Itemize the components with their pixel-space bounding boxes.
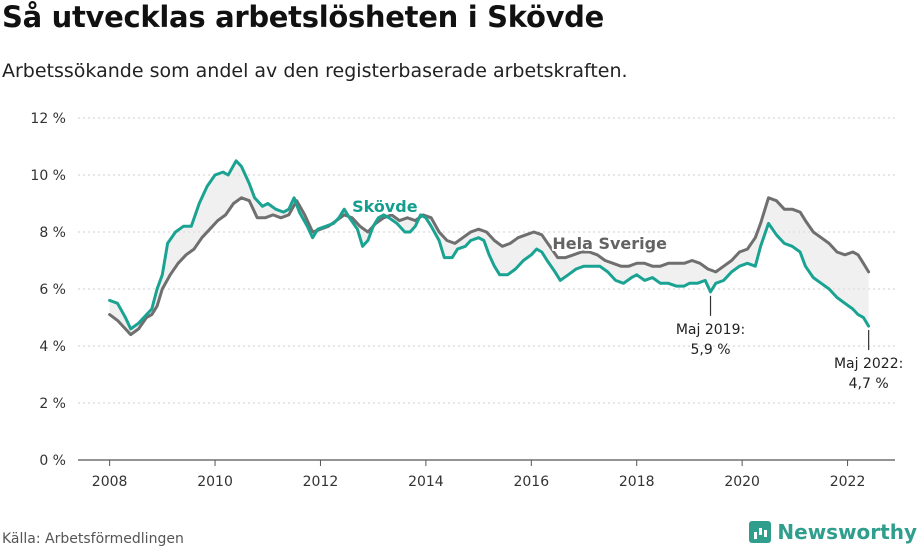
y-axis-ticks: 0 % 2 % 4 % 6 % 8 % 10 % 12 % [30,111,66,469]
y-tick-label: 2 % [39,396,66,412]
gridlines [78,117,895,461]
annotation-value: 5,9 % [691,342,731,358]
y-tick-label: 10 % [30,168,66,184]
x-tick-label: 2008 [92,474,128,490]
y-tick-label: 0 % [39,453,66,469]
x-tick-label: 2022 [830,474,866,490]
annotation-value: 4,7 % [849,376,889,392]
chart-title: Så utvecklas arbetslösheten i Skövde [2,0,604,34]
x-tick-label: 2018 [619,474,655,490]
x-tick-label: 2014 [408,474,444,490]
annotation-label: Maj 2022: [834,356,903,372]
x-axis-ticks: 2008 2010 2012 2014 2016 2018 2020 2022 [92,460,866,490]
y-tick-label: 4 % [39,339,66,355]
x-tick-label: 2010 [197,474,233,490]
series-label-halo: Hela Sverige [552,234,667,253]
brand-name: Newsworthy [777,520,917,544]
x-tick-label: 2016 [513,474,549,490]
x-tick-label: 2020 [724,474,760,490]
y-tick-label: 12 % [30,111,66,127]
x-tick-label: 2012 [303,474,339,490]
series-label-halo: Skövde [352,197,418,216]
chart-subtitle: Arbetssökande som andel av den registerb… [2,60,628,82]
series-label: Skövde [352,197,418,216]
series-line-hela-sverige [108,196,871,337]
series-label: Hela Sverige [552,234,667,253]
source-note: Källa: Arbetsförmedlingen [2,531,184,547]
y-tick-label: 6 % [39,282,66,298]
brand-logo: Newsworthy [749,520,917,544]
annotation-label: Maj 2019: [676,322,745,338]
annotations: Maj 2019: 5,9 % Maj 2022: 4,7 % [676,295,903,392]
series-lines [108,159,871,337]
series-line-skövde [108,159,871,331]
bar-chart-icon [749,521,772,543]
y-tick-label: 8 % [39,225,66,241]
gap-area [109,160,869,335]
